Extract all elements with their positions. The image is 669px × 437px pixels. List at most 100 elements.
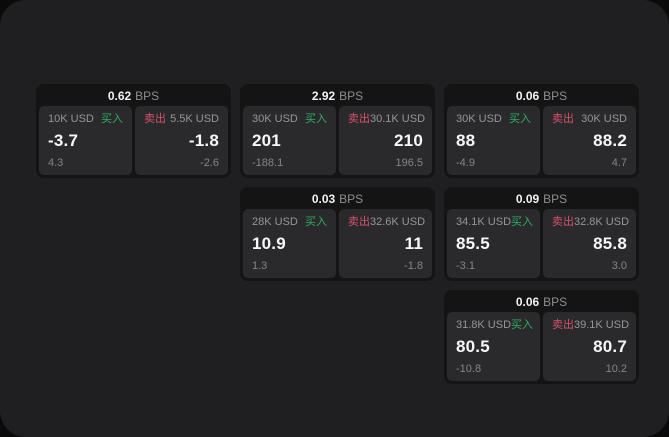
buy-cell[interactable]: 30K USD 买入 88 -4.9 — [447, 106, 540, 175]
sell-change: 196.5 — [395, 157, 423, 169]
buy-label: 买入 — [305, 216, 327, 228]
sell-label: 卖出 — [144, 113, 166, 125]
sell-cell-top: 卖出 32.6K USD — [348, 216, 426, 228]
buy-price: -3.7 — [48, 131, 79, 150]
sell-cell[interactable]: 卖出 5.5K USD -1.8 -2.6 — [135, 106, 228, 175]
buy-amount: 31.8K USD — [456, 319, 512, 331]
buy-cell[interactable]: 34.1K USD 买入 85.5 -3.1 — [447, 209, 540, 278]
sell-label: 卖出 — [552, 113, 574, 125]
spread-unit: BPS — [339, 192, 364, 206]
buy-price: 10.9 — [252, 234, 286, 253]
buy-change: -10.8 — [456, 363, 482, 375]
sell-label: 卖出 — [348, 216, 370, 228]
sell-cell-top: 卖出 32.8K USD — [552, 216, 630, 228]
buy-change: 4.3 — [48, 157, 64, 169]
sell-change: 3.0 — [611, 260, 627, 272]
sell-label: 卖出 — [348, 113, 370, 125]
quote-card-4: 0.03 BPS 28K USD 买入 10.9 1.3 卖出 32.6K US… — [240, 187, 435, 281]
sell-amount: 30.1K USD — [370, 113, 426, 125]
buy-cell-top: 34.1K USD 买入 — [456, 216, 534, 228]
sell-amount: 5.5K USD — [170, 113, 219, 125]
buy-change: -188.1 — [252, 157, 284, 169]
spread-header: 0.06 BPS — [447, 293, 636, 312]
quote-cells: 10K USD 买入 -3.7 4.3 卖出 5.5K USD -1.8 -2.… — [39, 106, 228, 175]
quote-card-5: 0.09 BPS 34.1K USD 买入 85.5 -3.1 卖出 32.8K… — [444, 187, 639, 281]
quote-card-6: 0.06 BPS 31.8K USD 买入 80.5 -10.8 卖出 39.1… — [444, 290, 639, 384]
spread-header: 0.06 BPS — [447, 87, 636, 106]
sell-amount: 32.6K USD — [370, 216, 426, 228]
buy-amount: 28K USD — [252, 216, 298, 228]
quote-grid: 0.62 BPS 10K USD 买入 -3.7 4.3 卖出 5.5K USD — [36, 84, 639, 384]
spread-value: 0.06 — [515, 295, 540, 309]
spread-unit: BPS — [339, 89, 364, 103]
spread-header: 0.03 BPS — [243, 190, 432, 209]
spread-value: 2.92 — [311, 89, 336, 103]
quote-cells: 30K USD 买入 88 -4.9 卖出 30K USD 88.2 4.7 — [447, 106, 636, 175]
sell-amount: 32.8K USD — [574, 216, 630, 228]
sell-cell-top: 卖出 30K USD — [552, 113, 627, 125]
buy-change: -4.9 — [456, 157, 475, 169]
sell-change: -2.6 — [200, 157, 219, 169]
spread-value: 0.62 — [107, 89, 132, 103]
buy-cell[interactable]: 31.8K USD 买入 80.5 -10.8 — [447, 312, 540, 381]
buy-price: 85.5 — [456, 234, 490, 253]
quote-cells: 28K USD 买入 10.9 1.3 卖出 32.6K USD 11 -1.8 — [243, 209, 432, 278]
sell-cell[interactable]: 卖出 32.8K USD 85.8 3.0 — [543, 209, 636, 278]
buy-cell-top: 10K USD 买入 — [48, 113, 123, 125]
spread-unit: BPS — [543, 295, 568, 309]
buy-cell-top: 30K USD 买入 — [456, 113, 531, 125]
buy-cell[interactable]: 30K USD 买入 201 -188.1 — [243, 106, 336, 175]
spread-value: 0.03 — [311, 192, 336, 206]
buy-amount: 34.1K USD — [456, 216, 512, 228]
sell-cell-top: 卖出 5.5K USD — [144, 113, 219, 125]
buy-cell-top: 28K USD 买入 — [252, 216, 327, 228]
buy-price: 88 — [456, 131, 476, 150]
quote-card-2: 2.92 BPS 30K USD 买入 201 -188.1 卖出 30.1K … — [240, 84, 435, 178]
sell-price: 88.2 — [593, 131, 627, 150]
sell-price: -1.8 — [188, 131, 219, 150]
sell-cell[interactable]: 卖出 39.1K USD 80.7 10.2 — [543, 312, 636, 381]
spread-unit: BPS — [543, 192, 568, 206]
buy-change: 1.3 — [252, 260, 268, 272]
spread-header: 0.09 BPS — [447, 190, 636, 209]
buy-cell[interactable]: 28K USD 买入 10.9 1.3 — [243, 209, 336, 278]
spread-unit: BPS — [135, 89, 160, 103]
buy-amount: 30K USD — [456, 113, 502, 125]
spread-value: 0.06 — [515, 89, 540, 103]
sell-change: 4.7 — [611, 157, 627, 169]
spread-header: 2.92 BPS — [243, 87, 432, 106]
buy-amount: 10K USD — [48, 113, 94, 125]
quote-cells: 30K USD 买入 201 -188.1 卖出 30.1K USD 210 1… — [243, 106, 432, 175]
buy-label: 买入 — [101, 113, 123, 125]
buy-label: 买入 — [511, 319, 534, 331]
sell-cell[interactable]: 卖出 30K USD 88.2 4.7 — [543, 106, 636, 175]
sell-price: 210 — [394, 131, 423, 150]
spread-header: 0.62 BPS — [39, 87, 228, 106]
sell-price: 80.7 — [593, 337, 627, 356]
sell-label: 卖出 — [552, 319, 574, 331]
quote-card-1: 0.62 BPS 10K USD 买入 -3.7 4.3 卖出 5.5K USD — [36, 84, 231, 178]
sell-cell[interactable]: 卖出 32.6K USD 11 -1.8 — [339, 209, 432, 278]
quote-card-3: 0.06 BPS 30K USD 买入 88 -4.9 卖出 30K USD — [444, 84, 639, 178]
sell-cell-top: 卖出 39.1K USD — [552, 319, 630, 331]
buy-label: 买入 — [305, 113, 327, 125]
quote-cells: 31.8K USD 买入 80.5 -10.8 卖出 39.1K USD 80.… — [447, 312, 636, 381]
sell-price: 11 — [404, 234, 423, 253]
sell-change: -1.8 — [404, 260, 423, 272]
spread-value: 0.09 — [515, 192, 540, 206]
buy-price: 201 — [252, 131, 281, 150]
buy-change: -3.1 — [456, 260, 475, 272]
sell-change: 10.2 — [605, 363, 627, 375]
buy-cell[interactable]: 10K USD 买入 -3.7 4.3 — [39, 106, 132, 175]
spread-unit: BPS — [543, 89, 568, 103]
buy-price: 80.5 — [456, 337, 490, 356]
buy-cell-top: 31.8K USD 买入 — [456, 319, 534, 331]
sell-cell-top: 卖出 30.1K USD — [348, 113, 426, 125]
buy-amount: 30K USD — [252, 113, 298, 125]
sell-cell[interactable]: 卖出 30.1K USD 210 196.5 — [339, 106, 432, 175]
sell-label: 卖出 — [552, 216, 574, 228]
buy-label: 买入 — [509, 113, 531, 125]
sell-amount: 39.1K USD — [574, 319, 630, 331]
buy-label: 买入 — [511, 216, 534, 228]
